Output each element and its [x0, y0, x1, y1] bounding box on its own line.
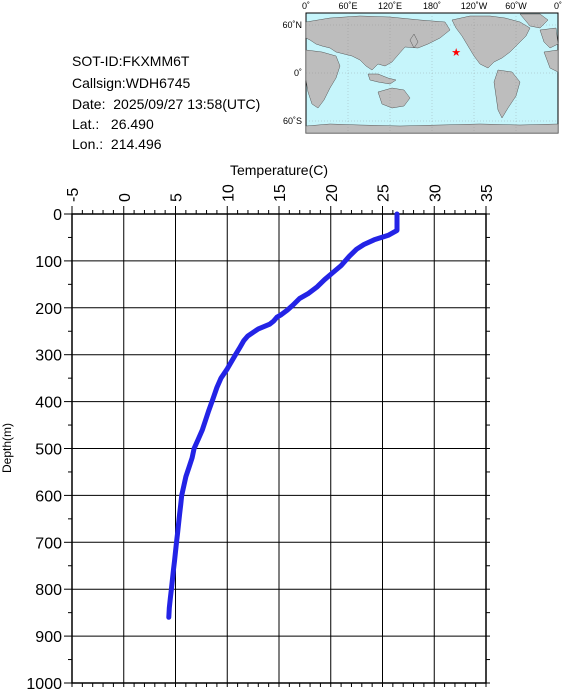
x-axis-title: Temperature(C) — [230, 162, 328, 178]
map-latitude-label: 60˚S — [283, 116, 302, 126]
y-tick-label: 600 — [35, 488, 62, 505]
x-tick-label: 20 — [324, 184, 341, 202]
y-tick-label: 700 — [35, 535, 62, 552]
map-longitude-label: 0˚ — [302, 1, 310, 11]
x-tick-label: 15 — [272, 184, 289, 202]
y-tick-label: 900 — [35, 629, 62, 646]
landmass-europe — [539, 27, 559, 49]
map-longitude-label: 60˚W — [505, 1, 527, 11]
chart-grid — [71, 213, 487, 684]
longitude-label: Lon.: 214.496 — [72, 136, 162, 152]
x-axis-ticks: -5 0 5 10 15 20 25 30 35 — [65, 184, 496, 687]
latitude-label: Lat.: 26.490 — [72, 116, 154, 132]
landmass-japan — [409, 33, 419, 49]
y-tick-label: 300 — [35, 348, 62, 365]
map-longitude-label: 180˚ — [423, 1, 441, 11]
y-tick-label: 500 — [35, 442, 62, 459]
x-tick-label: 10 — [220, 184, 237, 202]
x-tick-label: 5 — [169, 193, 186, 202]
landmass-indonesia — [367, 73, 397, 85]
map-latitude-label: 0˚ — [294, 68, 302, 78]
map-land — [305, 13, 559, 134]
landmass-greenland — [519, 13, 549, 29]
map-longitude-label: 60˚E — [338, 1, 357, 11]
x-tick-label: 0 — [117, 193, 134, 202]
x-tick-label: 35 — [479, 184, 496, 202]
x-tick-label: 25 — [376, 184, 393, 202]
x-tick-label: 30 — [427, 184, 444, 202]
map-longitude-label: 120˚E — [378, 1, 402, 11]
landmass-africa — [305, 49, 341, 109]
y-axis-title: Depth(m) — [0, 423, 14, 473]
y-axis-ticks: 0 100 200 300 400 500 600 700 800 900 1000 — [26, 207, 490, 690]
map-longitude-label: 120˚W — [461, 1, 488, 11]
y-tick-label: 0 — [53, 207, 62, 224]
landmass-eurasia — [305, 15, 451, 71]
map-latitude-labels: 60˚N 0˚ 60˚S — [282, 20, 302, 126]
y-tick-label: 100 — [35, 254, 62, 271]
landmass-australia — [377, 87, 411, 109]
callsign-label: Callsign:WDH6745 — [72, 75, 191, 91]
map-graticule — [306, 13, 558, 133]
station-marker-icon: ★ — [451, 47, 461, 59]
temperature-profile-line — [166, 211, 400, 620]
sot-id-label: SOT-ID:FKXMM6T — [72, 53, 190, 69]
landmass-west-africa — [543, 49, 559, 73]
y-tick-label: 400 — [35, 395, 62, 412]
map-longitude-label: 0˚ — [554, 1, 562, 11]
landmass-antarctica — [305, 123, 559, 134]
landmass-north-america — [451, 15, 531, 69]
y-tick-label: 800 — [35, 582, 62, 599]
date-label: Date: 2025/09/27 13:58(UTC) — [72, 96, 261, 112]
map-longitude-labels: 0˚ 60˚E 120˚E 180˚ 120˚W 60˚W 0˚ — [302, 1, 562, 11]
y-tick-label: 1000 — [26, 676, 62, 690]
map-latitude-label: 60˚N — [282, 20, 302, 30]
x-tick-label: -5 — [65, 188, 82, 202]
y-tick-label: 200 — [35, 301, 62, 318]
